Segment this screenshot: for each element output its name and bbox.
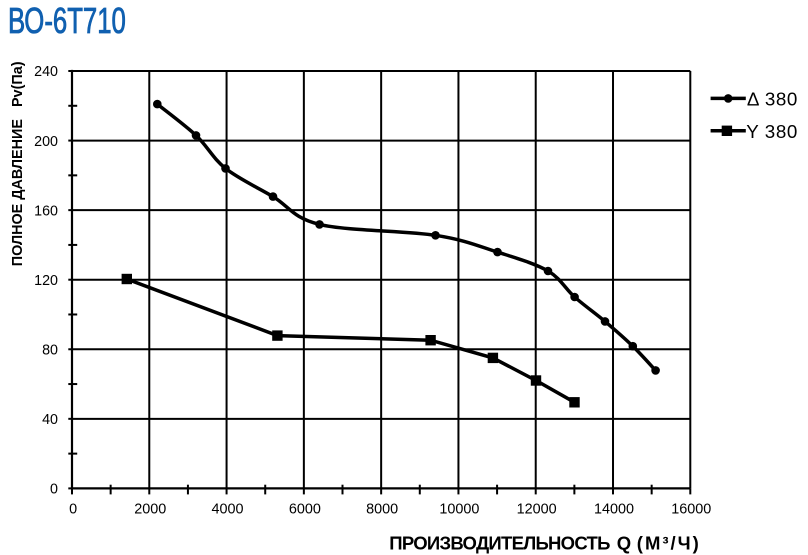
svg-text:80: 80 (42, 343, 58, 359)
svg-text:240: 240 (34, 64, 58, 80)
svg-text:0: 0 (69, 502, 77, 518)
svg-text:4000: 4000 (211, 502, 243, 518)
svg-text:0: 0 (50, 482, 58, 498)
svg-text:40: 40 (42, 412, 58, 428)
svg-text:ВО-6Т710: ВО-6Т710 (8, 1, 126, 41)
svg-text:12000: 12000 (517, 502, 557, 518)
svg-text:16000: 16000 (671, 502, 711, 518)
svg-text:8000: 8000 (366, 502, 398, 518)
svg-text:6000: 6000 (289, 502, 321, 518)
svg-text:ПРОИЗВОДИТЕЛЬНОСТЬ: ПРОИЗВОДИТЕЛЬНОСТЬ (389, 533, 610, 554)
svg-text:120: 120 (34, 273, 58, 289)
svg-text:Q: Q (617, 533, 631, 554)
svg-text:Y 380: Y 380 (746, 121, 798, 142)
svg-text:14000: 14000 (594, 502, 634, 518)
svg-text:160: 160 (34, 203, 58, 219)
svg-text:(М³/Ч): (М³/Ч) (637, 533, 701, 554)
svg-text:10000: 10000 (439, 502, 479, 518)
svg-text:Δ 380: Δ 380 (747, 89, 798, 110)
svg-text:2000: 2000 (134, 502, 166, 518)
svg-text:ПОЛНОЕ ДАВЛЕНИЕ Pv(Па): ПОЛНОЕ ДАВЛЕНИЕ Pv(Па) (10, 61, 26, 266)
svg-text:200: 200 (34, 134, 58, 150)
